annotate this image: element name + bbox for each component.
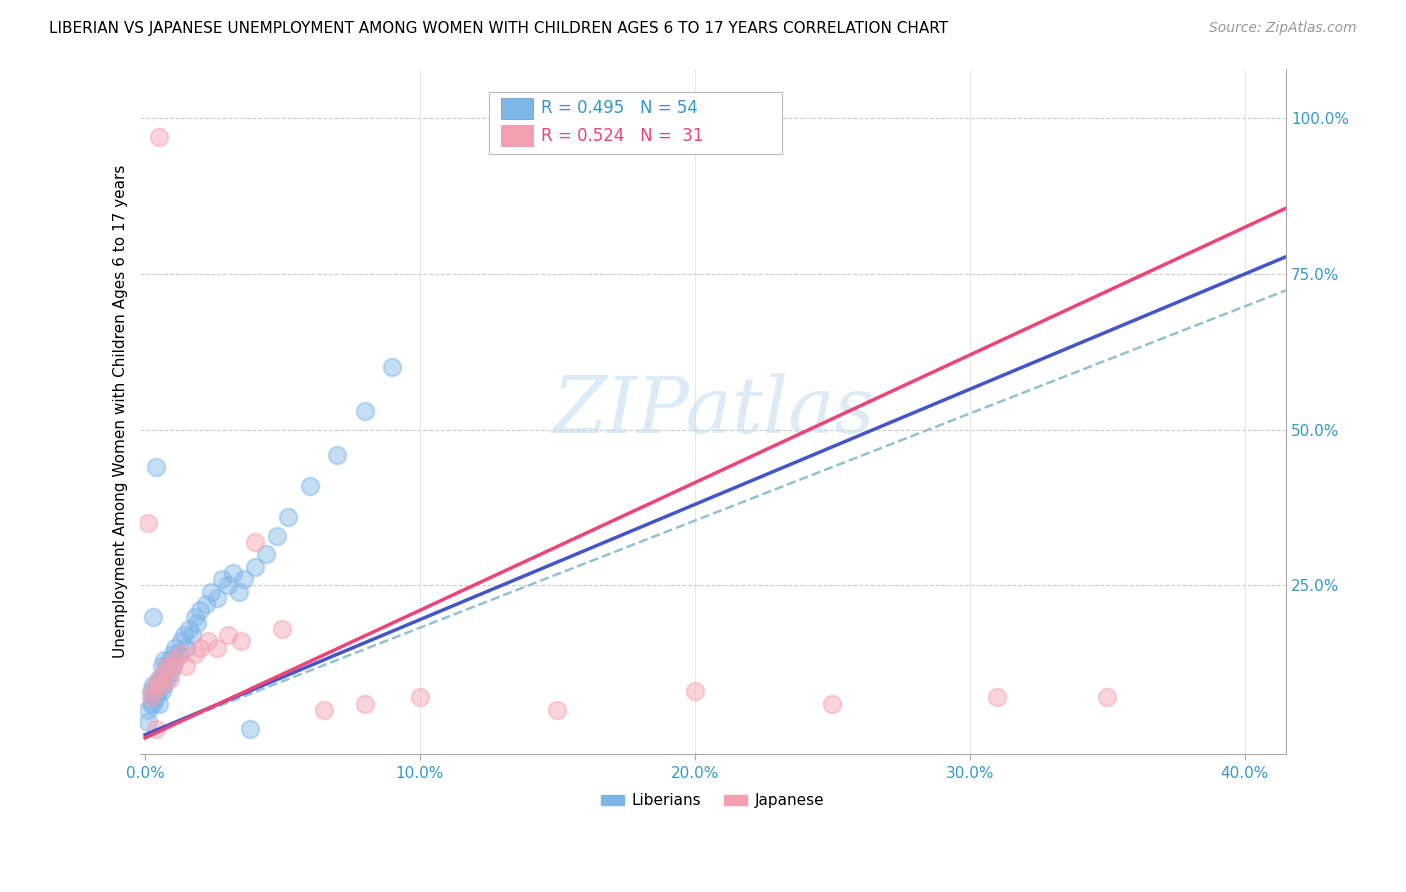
Point <box>142 697 165 711</box>
Point <box>148 697 170 711</box>
Point <box>145 678 167 692</box>
Point <box>162 659 184 673</box>
Point <box>238 722 260 736</box>
Point <box>354 697 377 711</box>
Point <box>153 665 176 680</box>
Point <box>243 534 266 549</box>
Text: ZIPatlas: ZIPatlas <box>551 373 875 450</box>
Point <box>148 672 170 686</box>
Point <box>156 659 179 673</box>
Point <box>162 647 184 661</box>
Point <box>142 678 165 692</box>
Y-axis label: Unemployment Among Women with Children Ages 6 to 17 years: Unemployment Among Women with Children A… <box>114 164 128 657</box>
Text: LIBERIAN VS JAPANESE UNEMPLOYMENT AMONG WOMEN WITH CHILDREN AGES 6 TO 17 YEARS C: LIBERIAN VS JAPANESE UNEMPLOYMENT AMONG … <box>49 21 948 36</box>
Point <box>243 559 266 574</box>
Legend: Liberians, Japanese: Liberians, Japanese <box>595 787 831 814</box>
Point <box>150 684 173 698</box>
Text: R = 0.524   N =  31: R = 0.524 N = 31 <box>541 127 703 145</box>
Bar <box>501 98 533 119</box>
Point <box>170 634 193 648</box>
Point <box>205 591 228 605</box>
Point <box>150 672 173 686</box>
Point <box>188 640 211 655</box>
Point <box>165 653 187 667</box>
Point <box>197 634 219 648</box>
Point <box>142 690 165 705</box>
Point <box>145 678 167 692</box>
Point <box>156 672 179 686</box>
Point <box>821 697 844 711</box>
Point <box>277 509 299 524</box>
Point <box>139 697 162 711</box>
Point <box>165 640 187 655</box>
Point <box>165 653 187 667</box>
Point <box>381 360 404 375</box>
Point <box>174 640 197 655</box>
Point <box>174 659 197 673</box>
Point <box>177 622 200 636</box>
Point <box>170 647 193 661</box>
Point <box>136 516 159 530</box>
Point <box>271 622 294 636</box>
Point <box>167 647 190 661</box>
Point <box>200 584 222 599</box>
Point <box>222 566 245 580</box>
Point <box>1097 690 1119 705</box>
Point <box>298 479 321 493</box>
Point <box>409 690 432 705</box>
Point <box>683 684 706 698</box>
Point <box>233 572 256 586</box>
Point <box>188 603 211 617</box>
Point <box>150 678 173 692</box>
Bar <box>501 126 533 146</box>
Point <box>150 659 173 673</box>
Point <box>186 615 208 630</box>
Point <box>136 703 159 717</box>
Point <box>159 665 181 680</box>
Point <box>211 572 233 586</box>
Point <box>153 653 176 667</box>
Point <box>145 460 167 475</box>
Point <box>156 659 179 673</box>
Point <box>162 659 184 673</box>
Point <box>142 609 165 624</box>
Point <box>254 547 277 561</box>
Point <box>326 448 349 462</box>
Point <box>139 684 162 698</box>
Point <box>180 628 202 642</box>
Point <box>354 404 377 418</box>
Text: R = 0.495   N = 54: R = 0.495 N = 54 <box>541 99 697 117</box>
Point <box>228 584 250 599</box>
Point <box>148 684 170 698</box>
Point <box>183 609 205 624</box>
Point <box>153 665 176 680</box>
Point <box>231 634 253 648</box>
Point <box>148 672 170 686</box>
Text: Source: ZipAtlas.com: Source: ZipAtlas.com <box>1209 21 1357 35</box>
Point <box>145 690 167 705</box>
FancyBboxPatch shape <box>489 93 782 154</box>
Point <box>159 653 181 667</box>
Point <box>217 578 239 592</box>
Point <box>205 640 228 655</box>
Point <box>142 684 165 698</box>
Point <box>148 130 170 145</box>
Point <box>217 628 239 642</box>
Point <box>136 715 159 730</box>
Point <box>159 672 181 686</box>
Point <box>546 703 568 717</box>
Point <box>194 597 217 611</box>
Point <box>145 722 167 736</box>
Point <box>153 678 176 692</box>
Point <box>312 703 335 717</box>
Point <box>173 628 195 642</box>
Point <box>139 690 162 705</box>
Point <box>183 647 205 661</box>
Point <box>266 528 288 542</box>
Point <box>986 690 1008 705</box>
